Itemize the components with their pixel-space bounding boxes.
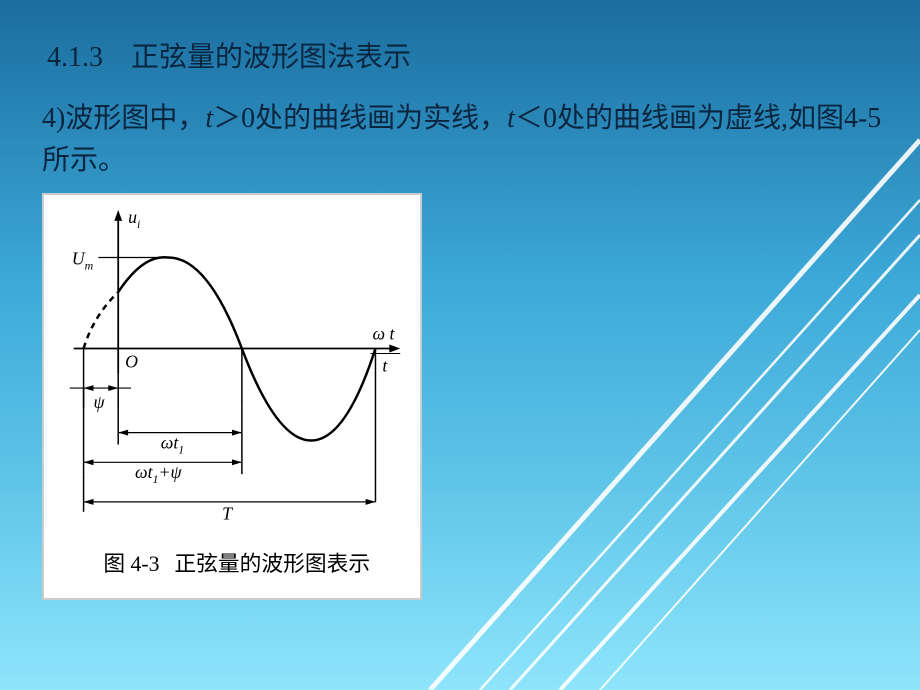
omega-t1-psi-label: ωt1+ψ	[135, 462, 182, 486]
origin-label: O	[125, 351, 138, 371]
text-part1: 波形图中，	[65, 103, 205, 134]
x-axis-label-bottom: t	[382, 355, 388, 375]
var-t-1: t	[205, 103, 213, 134]
psi-label: ψ	[93, 392, 105, 412]
section-title: 正弦量的波形图法表示	[131, 42, 411, 73]
gt-sign: ＞	[213, 103, 241, 134]
var-t-2: t	[507, 103, 515, 134]
figure-4-3: ui Um O ω t t ψ ωt1	[42, 193, 422, 600]
section-number: 4.1.3	[47, 42, 103, 73]
period-label: T	[222, 504, 233, 524]
u-max-label: Um	[72, 248, 94, 272]
body-text: 4)波形图中，t＞0处的曲线画为实线，t＜0处的曲线画为虚线,如图4-5所示。	[42, 98, 892, 182]
sine-wave-diagram: ui Um O ω t t ψ ωt1	[44, 195, 420, 598]
figure-caption: 图 4-3正弦量的波形图表示	[103, 552, 370, 576]
lt-sign: ＜	[515, 103, 543, 134]
text-part2: 0处的曲线画为实线，	[241, 103, 507, 134]
point-number: 4)	[42, 103, 65, 134]
x-axis-label-top: ω t	[373, 324, 396, 344]
y-axis-label: ui	[128, 207, 140, 231]
omega-t1-label: ωt1	[161, 432, 184, 456]
